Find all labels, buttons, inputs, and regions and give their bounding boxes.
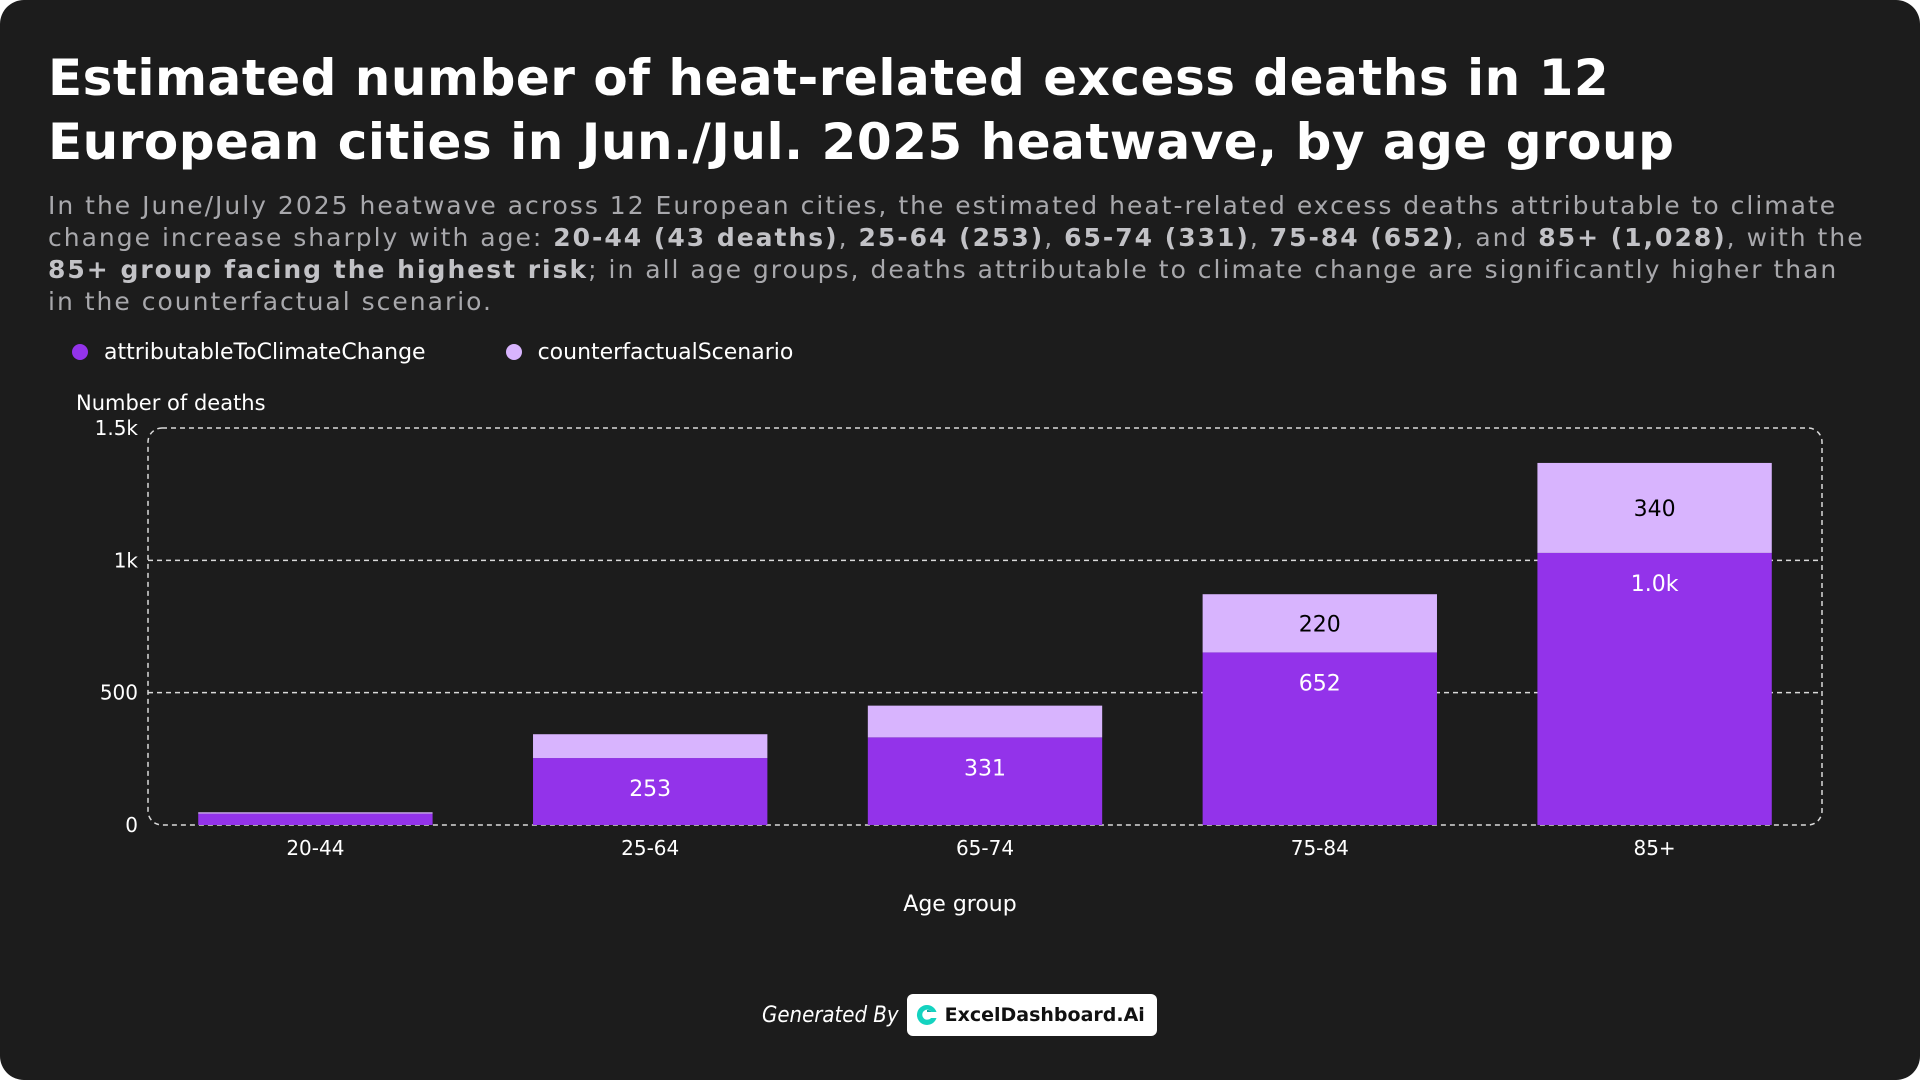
exceldashboard-logo-icon [916, 1004, 937, 1025]
legend-dot-attributable-icon [72, 344, 88, 360]
y-tick-label: 1k [114, 548, 139, 572]
bar-attributable [198, 813, 433, 825]
subtitle-segment: 85+ (1,028) [1538, 223, 1727, 252]
subtitle-segment: In the June/July 2025 heatwave across 12… [48, 191, 1838, 252]
x-tick-label: 75-84 [1291, 836, 1349, 860]
subtitle-segment: , [838, 223, 859, 252]
subtitle-segment: ; in all age groups, deaths attributable… [48, 255, 1839, 316]
bar-attributable [1202, 652, 1437, 825]
legend-item-counterfactual[interactable]: counterfactualScenario [505, 339, 794, 365]
bar-counterfactual [533, 734, 768, 759]
legend-item-attributable[interactable]: attributableToClimateChange [72, 340, 426, 365]
generated-by-label: Generated By [762, 1002, 899, 1028]
legend-dot-counterfactual-icon [505, 344, 522, 360]
data-label: 652 [1299, 671, 1341, 696]
data-label: 331 [964, 756, 1006, 781]
y-tick-label: 500 [100, 681, 138, 705]
bar-counterfactual [1537, 462, 1772, 553]
x-tick-label: 20-44 [286, 836, 344, 860]
chart-legend: attributableToClimateChange counterfactu… [72, 336, 873, 368]
subtitle-segment: 85+ group facing the highest risk [48, 255, 589, 284]
chart-subtitle: In the June/July 2025 heatwave across 12… [48, 190, 1868, 318]
data-label: 340 [1634, 497, 1676, 522]
footer: Generated By ExcelDashboard.Ai [762, 993, 1157, 1037]
brand-badge[interactable]: ExcelDashboard.Ai [906, 994, 1157, 1036]
chart-title: Estimated number of heat-related excess … [48, 49, 1675, 171]
y-axis-title: Number of deaths [76, 391, 266, 415]
x-tick-label: 85+ [1633, 836, 1675, 860]
data-label: 1.0k [1631, 572, 1679, 597]
bar-attributable [1537, 552, 1772, 825]
legend-label-attributable: attributableToClimateChange [104, 339, 426, 365]
subtitle-segment: 20-44 (43 deaths) [553, 223, 839, 252]
data-label: 253 [629, 777, 671, 802]
bar-counterfactual [198, 812, 433, 814]
legend-label-counterfactual: counterfactualScenario [537, 339, 794, 365]
subtitle-segment: , and [1455, 223, 1539, 252]
brand-name: ExcelDashboard.Ai [944, 1004, 1145, 1026]
x-tick-label: 25-64 [621, 836, 679, 860]
subtitle-segment: , [1044, 223, 1065, 252]
subtitle-segment: 75-84 (652) [1269, 223, 1456, 252]
bar-counterfactual [1202, 594, 1437, 653]
bar-counterfactual [867, 705, 1103, 738]
subtitle-segment: , [1249, 223, 1270, 252]
subtitle-segment: 25-64 (253) [858, 223, 1045, 252]
bar-attributable [533, 758, 768, 825]
x-tick-label: 65-74 [956, 836, 1014, 860]
subtitle-segment: 65-74 (331) [1064, 223, 1250, 252]
y-tick-label: 0 [125, 813, 138, 837]
x-axis-title: Age group [903, 892, 1016, 917]
subtitle-segment: , with the [1726, 223, 1865, 252]
bar-attributable [867, 737, 1103, 825]
y-tick-label: 1.5k [95, 416, 139, 440]
data-label: 220 [1299, 612, 1341, 637]
